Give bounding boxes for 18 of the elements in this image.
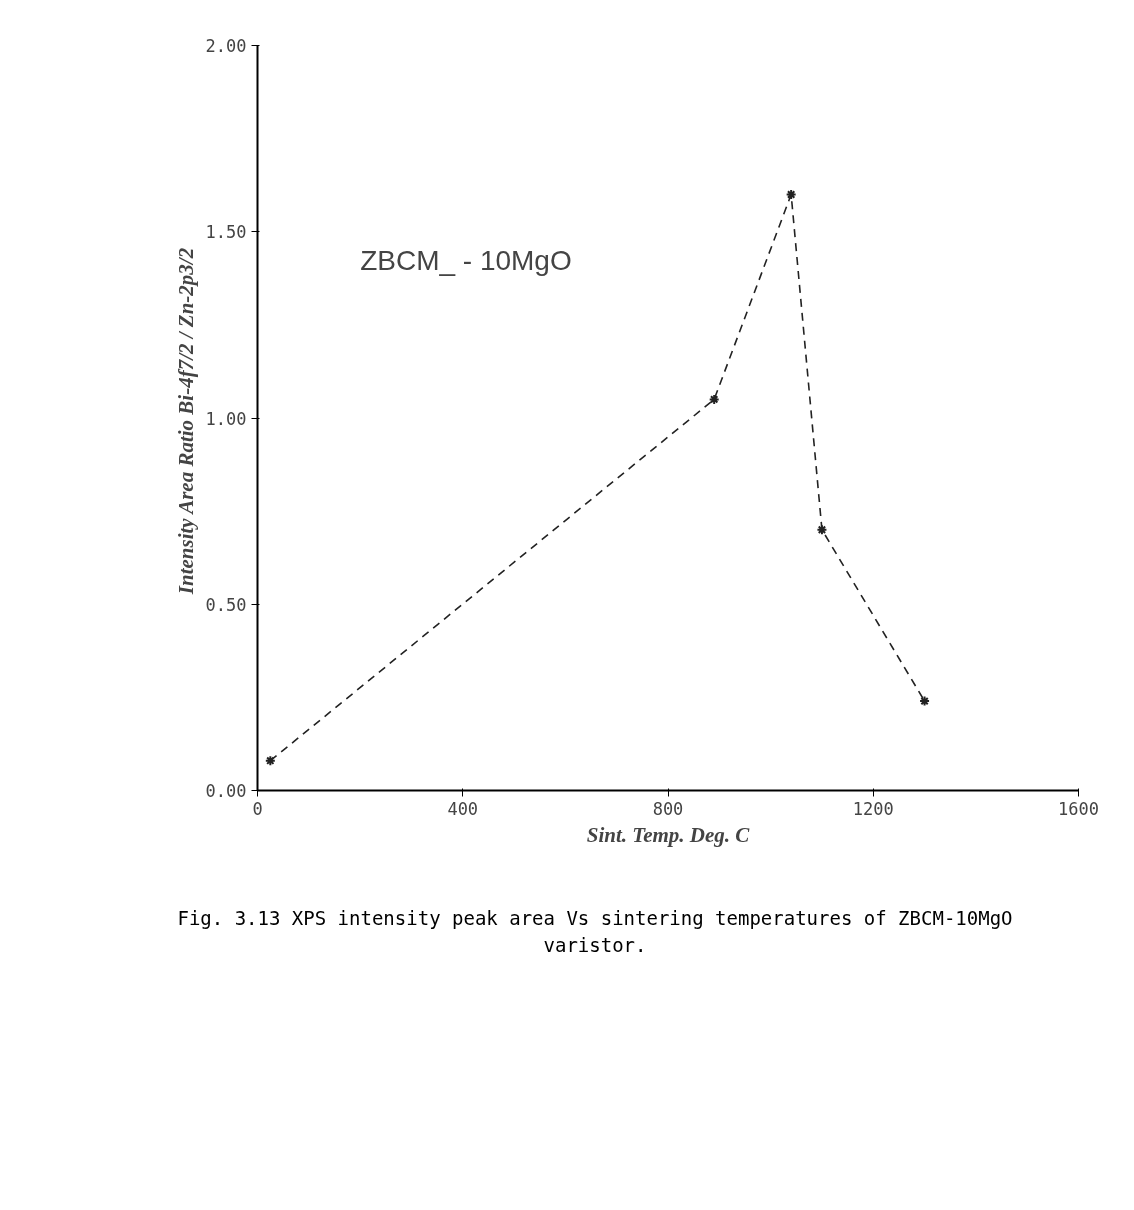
caption: Fig. 3.13 XPS intensity peak area Vs sintering temperatures of ZBCM-10MgO varistor. xyxy=(176,906,1014,958)
annotation: ZBCM_ - 10MgO xyxy=(360,245,572,277)
x-tick-label: 400 xyxy=(447,798,479,819)
x-tick-label: 1600 xyxy=(1058,798,1099,819)
y-tick-label: 0.00 xyxy=(205,781,247,801)
x-tick-label: 1200 xyxy=(852,798,894,819)
x-axis-title: Sint. Temp. Deg. C xyxy=(586,822,751,847)
point xyxy=(919,695,931,707)
y-axis-title: Intensity Area Ratio Bi-4f7/2 / Zn-2p3/2 xyxy=(173,247,198,596)
point xyxy=(785,189,797,200)
point xyxy=(816,524,828,536)
y-tick-label: 1.50 xyxy=(205,222,247,243)
y-tick-label: 2.00 xyxy=(205,36,247,56)
x-tick-label: 0 xyxy=(252,798,263,819)
y-tick-label: 1.00 xyxy=(205,408,247,429)
y-tick-label: 0.50 xyxy=(205,594,247,615)
x-tick-label: 800 xyxy=(652,798,684,819)
point xyxy=(264,755,276,767)
